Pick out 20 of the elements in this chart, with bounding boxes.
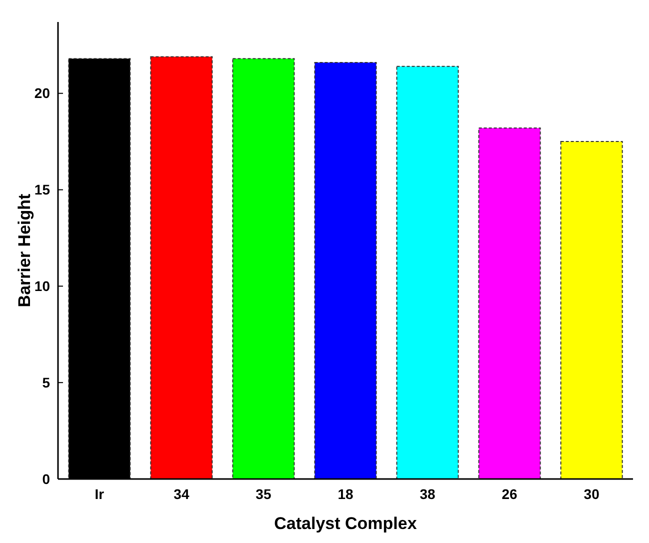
bar	[150, 56, 213, 480]
bar	[314, 62, 377, 480]
bar	[560, 141, 623, 480]
x-tick-label: 26	[502, 486, 518, 502]
x-tick-label: 35	[256, 486, 272, 502]
x-tick-label: Ir	[94, 486, 105, 502]
y-tick-label: 5	[42, 374, 50, 390]
y-tick-label: 10	[34, 278, 50, 294]
x-tick-label: 38	[420, 486, 436, 502]
x-tick-label: 30	[584, 486, 600, 502]
y-axis-title: Barrier Height	[15, 193, 34, 308]
bar	[478, 128, 541, 480]
x-tick-label: 34	[174, 486, 190, 502]
y-tick-label: 20	[34, 85, 50, 102]
x-axis-title: Catalyst Complex	[274, 514, 418, 533]
bar	[232, 58, 295, 480]
x-tick-label: 18	[338, 486, 354, 502]
bar	[396, 66, 459, 480]
y-tick-label: 0	[42, 470, 50, 487]
y-tick-label: 15	[34, 182, 50, 198]
